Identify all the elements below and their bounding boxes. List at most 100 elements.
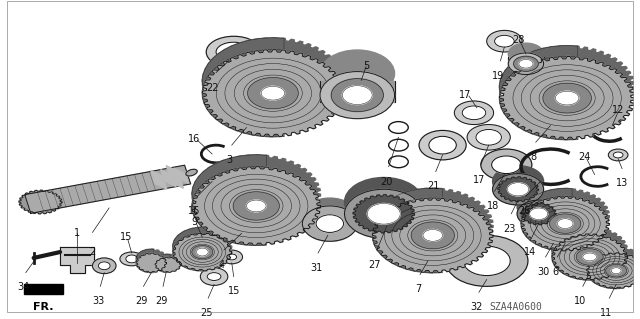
Polygon shape — [499, 46, 578, 140]
Ellipse shape — [508, 53, 543, 75]
Polygon shape — [552, 227, 627, 273]
Text: 7: 7 — [415, 285, 421, 294]
Polygon shape — [192, 155, 321, 234]
Text: 11: 11 — [600, 308, 612, 318]
Text: 30: 30 — [538, 267, 550, 277]
Ellipse shape — [613, 152, 623, 158]
Polygon shape — [521, 189, 609, 243]
Polygon shape — [173, 233, 232, 271]
Polygon shape — [174, 168, 189, 183]
Ellipse shape — [481, 149, 532, 181]
Ellipse shape — [538, 225, 573, 246]
Ellipse shape — [99, 262, 110, 270]
Text: 1: 1 — [74, 227, 80, 238]
Polygon shape — [136, 249, 166, 269]
Ellipse shape — [517, 193, 560, 221]
Ellipse shape — [92, 258, 116, 274]
Text: 17: 17 — [459, 90, 471, 100]
Text: 10: 10 — [574, 296, 586, 306]
Ellipse shape — [605, 264, 627, 277]
Text: 8: 8 — [531, 152, 537, 162]
Ellipse shape — [331, 79, 383, 112]
Ellipse shape — [367, 204, 400, 224]
Polygon shape — [372, 198, 493, 273]
Ellipse shape — [207, 273, 221, 280]
Text: FR.: FR. — [33, 302, 54, 312]
Ellipse shape — [320, 50, 394, 97]
Ellipse shape — [462, 106, 486, 120]
Polygon shape — [552, 234, 627, 280]
Text: 18: 18 — [486, 201, 499, 211]
Ellipse shape — [517, 200, 560, 227]
Text: 28: 28 — [512, 35, 524, 45]
Polygon shape — [161, 170, 176, 187]
Text: 20: 20 — [381, 176, 393, 187]
Polygon shape — [173, 227, 232, 265]
Polygon shape — [499, 56, 635, 140]
Polygon shape — [166, 166, 184, 188]
Polygon shape — [587, 247, 621, 288]
Ellipse shape — [342, 86, 372, 105]
Polygon shape — [19, 190, 62, 214]
Text: 3: 3 — [227, 155, 233, 165]
Ellipse shape — [196, 248, 208, 256]
Ellipse shape — [556, 91, 579, 105]
Polygon shape — [136, 249, 154, 272]
Ellipse shape — [344, 189, 423, 238]
Ellipse shape — [248, 78, 298, 109]
Polygon shape — [498, 177, 538, 202]
Polygon shape — [155, 257, 181, 272]
Ellipse shape — [513, 56, 538, 71]
Text: 25: 25 — [200, 308, 212, 318]
Ellipse shape — [476, 130, 501, 145]
Ellipse shape — [261, 86, 285, 100]
Ellipse shape — [545, 229, 565, 241]
Ellipse shape — [126, 255, 138, 263]
Ellipse shape — [583, 253, 596, 261]
Ellipse shape — [508, 183, 529, 196]
Ellipse shape — [186, 169, 197, 176]
Ellipse shape — [467, 124, 510, 150]
Ellipse shape — [519, 59, 533, 68]
Polygon shape — [587, 253, 640, 288]
Ellipse shape — [233, 192, 279, 220]
Ellipse shape — [302, 206, 357, 241]
Text: 31: 31 — [310, 263, 322, 273]
Ellipse shape — [419, 130, 466, 160]
Ellipse shape — [508, 43, 543, 65]
Text: 29: 29 — [135, 296, 148, 306]
Ellipse shape — [316, 215, 344, 233]
Ellipse shape — [530, 208, 548, 219]
Ellipse shape — [454, 101, 493, 124]
Ellipse shape — [411, 222, 454, 249]
Text: 32: 32 — [471, 302, 483, 312]
Ellipse shape — [429, 136, 456, 154]
Polygon shape — [372, 188, 442, 273]
Ellipse shape — [550, 214, 581, 233]
Ellipse shape — [576, 249, 603, 265]
Text: 26: 26 — [518, 206, 530, 216]
Text: 15: 15 — [120, 233, 132, 242]
Polygon shape — [60, 247, 95, 273]
Text: 21: 21 — [428, 182, 440, 191]
Ellipse shape — [246, 200, 266, 212]
Ellipse shape — [206, 36, 261, 68]
Ellipse shape — [463, 246, 510, 276]
Polygon shape — [320, 81, 394, 102]
Ellipse shape — [302, 198, 357, 234]
Polygon shape — [372, 188, 493, 263]
Polygon shape — [192, 155, 266, 245]
Polygon shape — [521, 196, 609, 251]
Ellipse shape — [495, 35, 514, 47]
Text: SZA4A0600: SZA4A0600 — [490, 302, 543, 312]
Text: 9: 9 — [191, 217, 198, 227]
Polygon shape — [521, 189, 572, 251]
Ellipse shape — [493, 174, 543, 205]
Polygon shape — [155, 254, 181, 270]
Text: 16: 16 — [188, 206, 200, 216]
Ellipse shape — [543, 83, 591, 113]
Polygon shape — [202, 38, 284, 137]
Polygon shape — [314, 230, 346, 241]
Text: 14: 14 — [524, 247, 536, 257]
Ellipse shape — [120, 252, 143, 266]
